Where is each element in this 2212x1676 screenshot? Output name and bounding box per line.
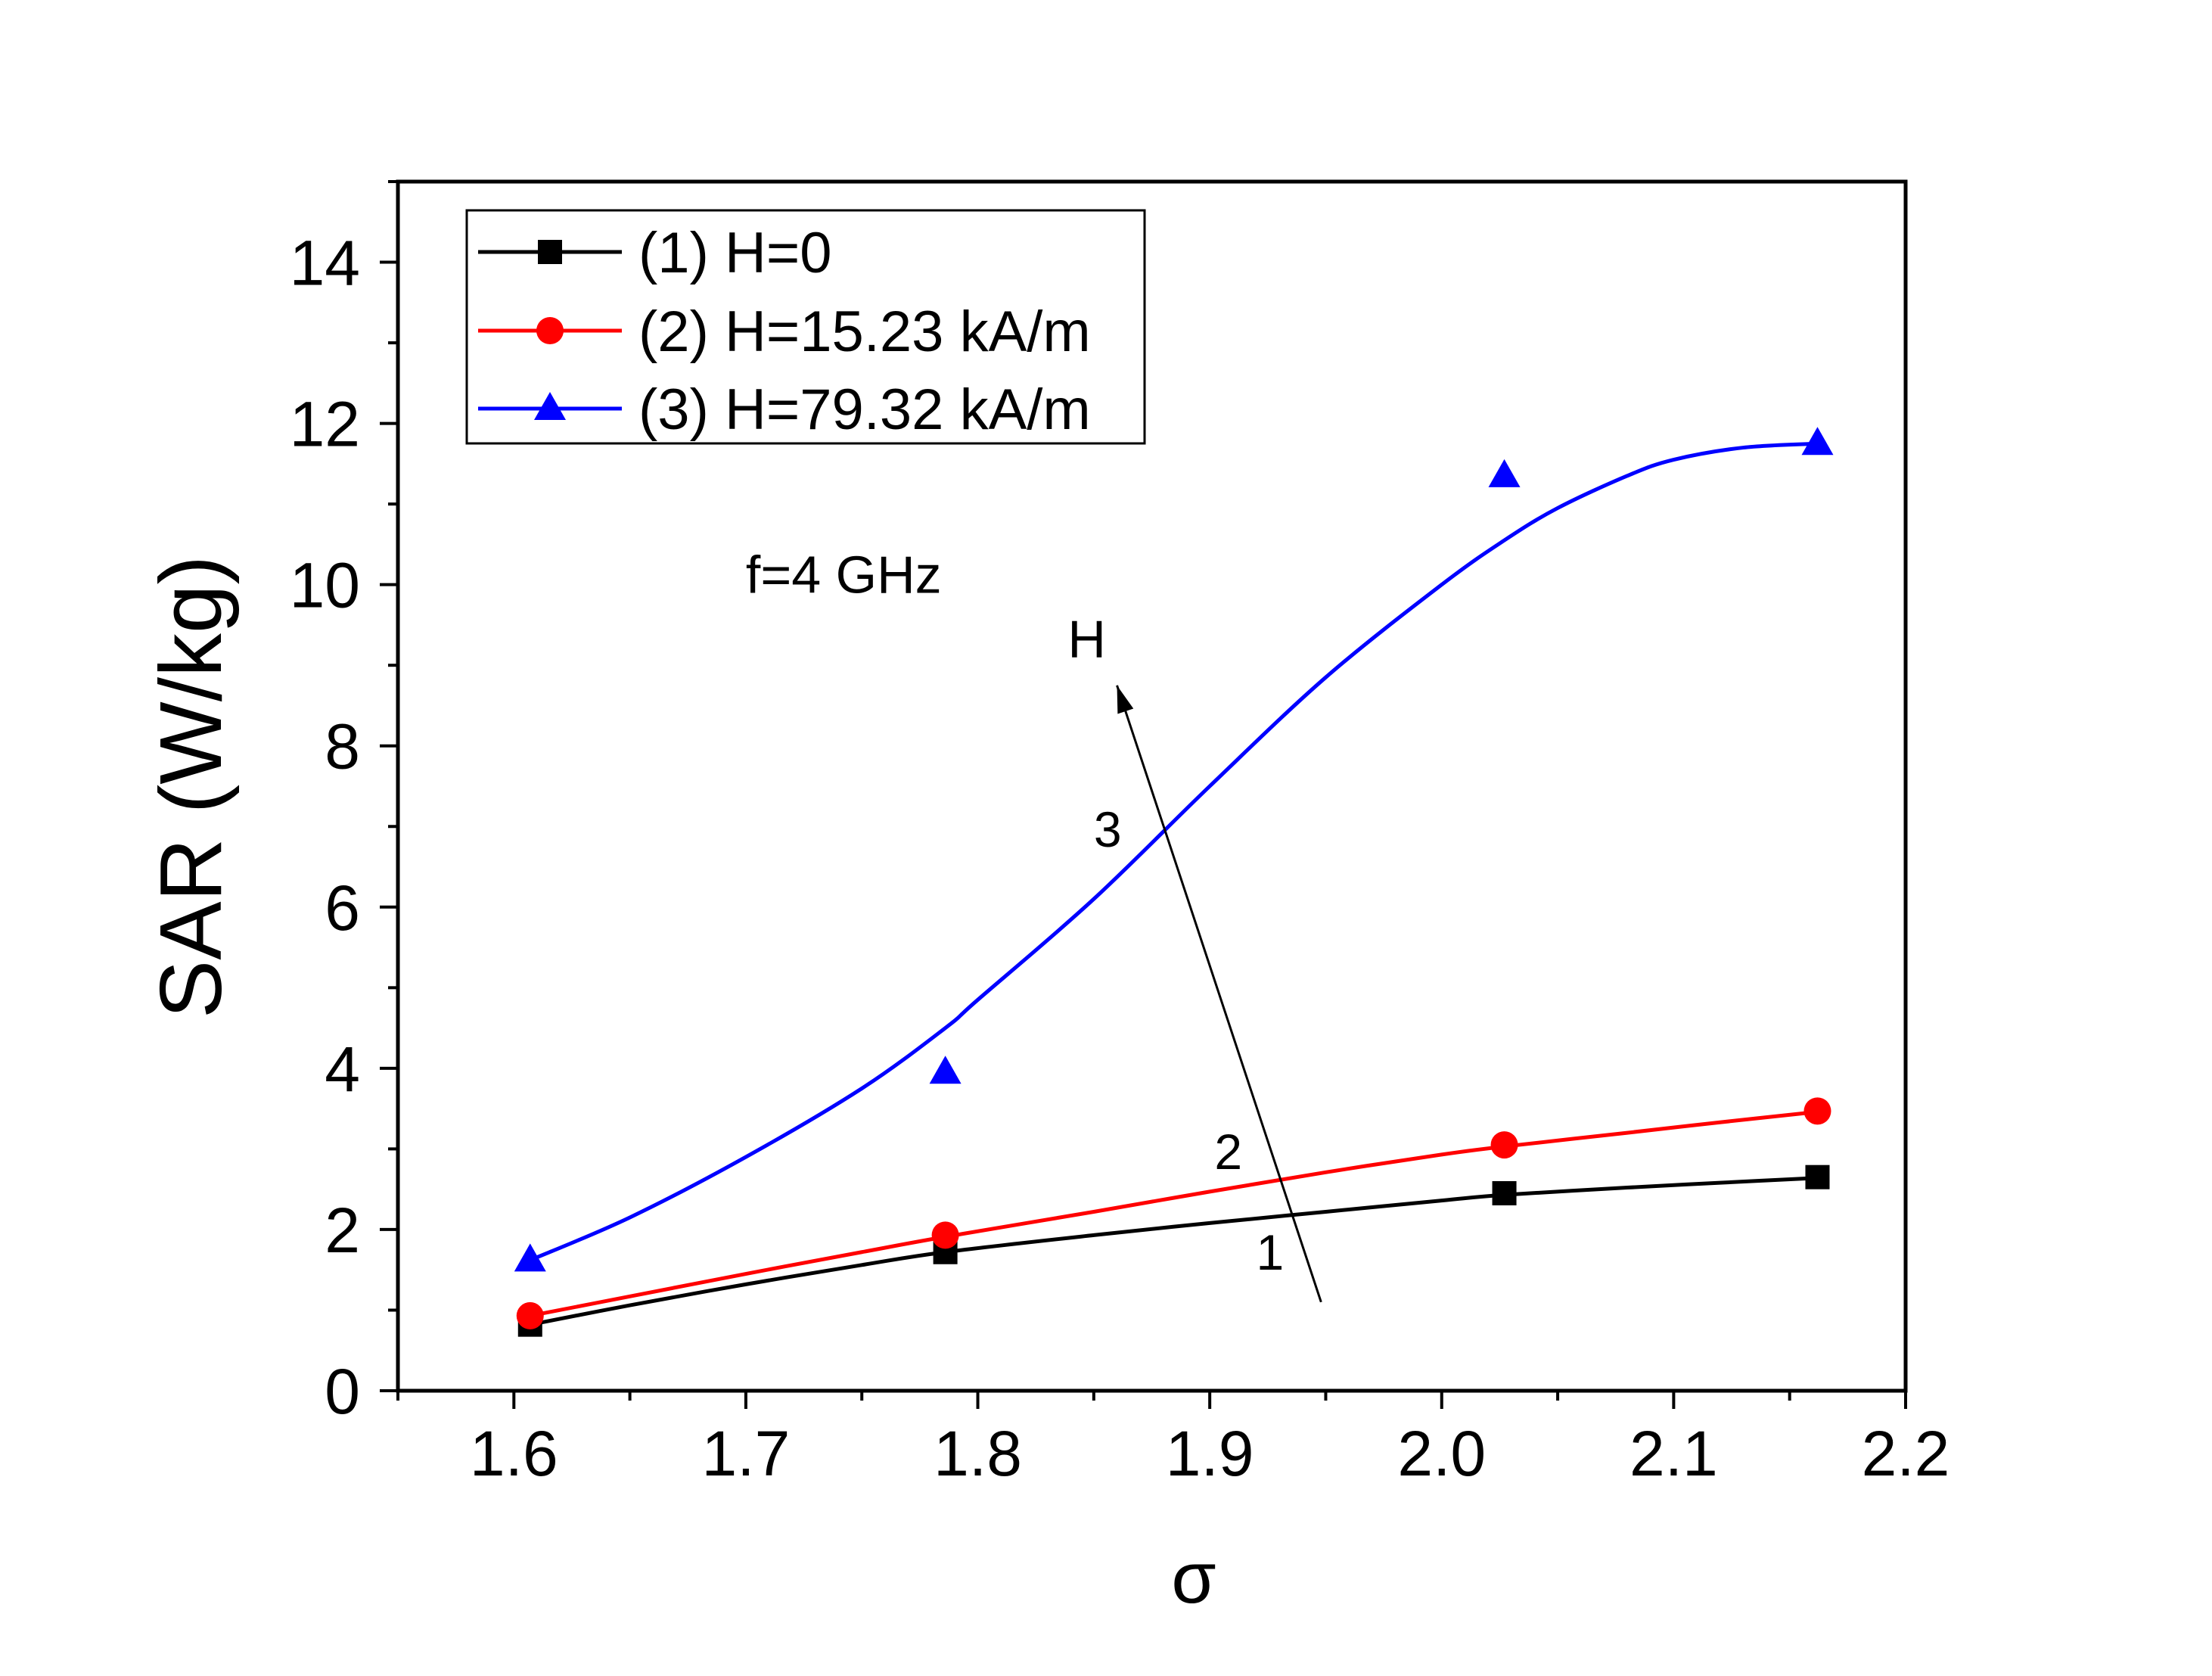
series-1-point <box>1805 1164 1830 1189</box>
x-tick-label: 2.1 <box>1629 1418 1718 1489</box>
y-tick-label: 0 <box>325 1356 360 1427</box>
legend-marker-3 <box>534 392 566 420</box>
series-3-point <box>1801 427 1834 456</box>
x-tick-label: 2.0 <box>1397 1418 1486 1489</box>
legend-label-2: (2) H=15.23 kA/m <box>638 300 1091 364</box>
x-tick-label: 1.8 <box>934 1418 1022 1489</box>
y-tick-label: 2 <box>325 1195 360 1266</box>
y-tick-label: 6 <box>325 872 360 944</box>
y-tick-label: 10 <box>290 550 360 621</box>
legend-label-3: (3) H=79.32 kA/m <box>638 378 1091 442</box>
series-3-point <box>1488 459 1521 487</box>
y-tick-label: 8 <box>325 711 360 782</box>
legend-marker-2 <box>536 317 564 344</box>
plot-frame <box>396 179 1908 1393</box>
legend-label-1: (1) H=0 <box>638 221 832 285</box>
h-arrow-head <box>1117 685 1134 714</box>
y-axis-label: SAR (W/kg) <box>141 555 240 1018</box>
series-3-point <box>929 1056 962 1084</box>
x-tick-label: 2.2 <box>1862 1418 1950 1489</box>
x-tick-label: 1.6 <box>470 1418 558 1489</box>
y-tick-label: 4 <box>325 1034 360 1105</box>
series-2-point <box>516 1301 544 1329</box>
annotation-5: 1 <box>1257 1224 1285 1280</box>
legend-box <box>465 209 1146 445</box>
y-axis-ticks: 0 2 4 6 8 10 12 14 <box>290 180 398 1427</box>
annotations: f=4 GHz H 3 21 <box>746 545 1322 1303</box>
series-2-line <box>530 1109 1818 1318</box>
series-3-point <box>514 1243 546 1272</box>
series-1-point <box>1492 1180 1517 1205</box>
h-arrow-shaft <box>1116 685 1322 1303</box>
data-markers <box>514 427 1834 1337</box>
series-3-line <box>529 441 1818 1262</box>
annotation-3: 3 <box>1094 801 1122 857</box>
annotation-1: f=4 GHz <box>746 545 942 604</box>
series-2-point <box>1803 1097 1831 1125</box>
series-2-point <box>931 1221 959 1249</box>
annotation-2: H <box>1067 610 1106 669</box>
y-tick-label: 14 <box>290 228 360 299</box>
x-tick-label: 1.9 <box>1166 1418 1254 1489</box>
fit-curves <box>529 441 1818 1327</box>
series-2-point <box>1490 1131 1518 1159</box>
series-1-line <box>530 1176 1818 1327</box>
x-axis-label: σ <box>1171 1538 1216 1618</box>
legend-marker-1 <box>538 240 562 264</box>
y-tick-label: 12 <box>290 389 360 460</box>
x-axis-ticks: 1.6 1.7 1.8 1.9 2.0 2.1 2.2 <box>396 1391 1950 1489</box>
x-tick-label: 1.7 <box>702 1418 791 1489</box>
annotation-4: 2 <box>1214 1124 1242 1180</box>
legend: (1) H=0 (2) H=15.23 kA/m (3) H=79.32 kA/m <box>465 209 1146 445</box>
